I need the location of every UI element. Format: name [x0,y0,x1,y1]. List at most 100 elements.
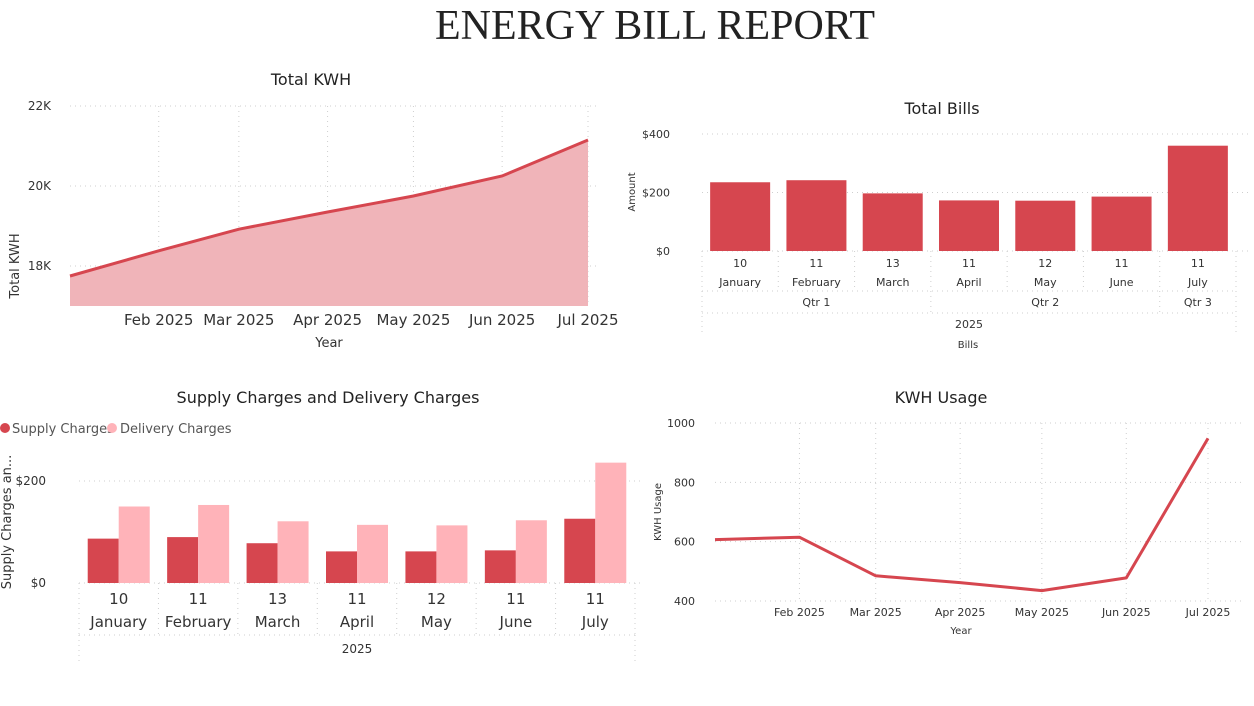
x-tick-day: 11 [809,257,823,270]
x-tick-label: April [956,276,981,289]
bar [277,521,309,583]
bar [436,525,468,583]
x-tick-day: 13 [268,590,287,608]
x-tick-day: 11 [347,590,366,608]
x-tick-day: 12 [427,590,446,608]
x-tick-day: 11 [506,590,525,608]
x-tick-day: 11 [1191,257,1205,270]
bar [786,180,847,251]
x-tick-label: June [499,613,533,631]
chart-title: Total KWH [270,70,351,89]
x-tick-label: February [792,276,841,289]
bar [710,182,771,251]
y-tick-label: 18K [28,259,52,273]
y-tick-label: $400 [642,128,670,141]
page-title: ENERGY BILL REPORT [434,3,875,49]
x-tick-label: Feb 2025 [124,311,194,329]
total-kwh-chart: Total KWH 18K 20K 22K Feb 2025 Mar 2025 Apr 2… [8,70,619,351]
bar [198,504,230,583]
y-tick-label: 22K [28,99,52,113]
legend-label: Delivery Charges [120,422,232,437]
bar [1091,196,1152,251]
x-tick-label: Mar 2025 [203,311,274,329]
year-label: 2025 [342,642,373,656]
series-line [69,138,589,278]
bar [167,537,199,583]
x-tick-day: 12 [1038,257,1052,270]
x-tick-label: Feb 2025 [774,606,825,619]
quarter-label: Qtr 3 [1184,296,1212,309]
y-axis-label: KWH Usage [653,483,664,541]
quarter-label: Qtr 1 [802,296,830,309]
bar [595,462,627,583]
x-axis-label: Bills [958,340,978,351]
bar [484,550,516,583]
y-axis-label: Supply Charges an... [0,455,15,590]
x-tick-label: January [89,613,147,631]
x-tick-label: May 2025 [1015,606,1069,619]
y-tick-label: $0 [31,576,46,590]
x-tick-label: January [718,276,761,289]
x-tick-label: June [1109,276,1134,289]
bar [1015,200,1076,251]
x-tick-day: 11 [962,257,976,270]
legend-swatch [107,423,117,433]
x-tick-label: May [421,613,452,631]
chart-title: Supply Charges and Delivery Charges [177,388,480,407]
bar [564,518,596,583]
y-tick-label: $200 [15,474,46,488]
bar [405,551,437,583]
x-tick-label: July [581,613,609,631]
bar [1167,145,1228,251]
x-axis-label: Year [314,336,343,351]
x-tick-label: March [876,276,910,289]
x-tick-label: April [340,613,374,631]
bar [862,193,923,251]
y-tick-label: 600 [674,536,695,549]
x-tick-label: May [1034,276,1057,289]
x-tick-day: 10 [733,257,747,270]
y-axis-label: Amount [627,172,638,211]
x-tick-label: March [255,613,301,631]
x-tick-day: 13 [886,257,900,270]
x-tick-label: Mar 2025 [850,606,902,619]
x-tick-day: 11 [189,590,208,608]
y-axis-label: Total KWH [8,233,23,299]
y-tick-label: 400 [674,595,695,608]
x-tick-day: 11 [586,590,605,608]
quarter-label: Qtr 2 [1031,296,1059,309]
series-line [714,437,1210,593]
x-tick-label: February [165,613,232,631]
x-tick-label: May 2025 [376,311,450,329]
x-tick-label: Jun 2025 [468,311,535,329]
supply-delivery-chart: Supply Charges and Delivery Charges Supp… [0,388,640,662]
x-tick-label: Jul 2025 [556,311,618,329]
year-label: 2025 [955,318,983,331]
chart-title: Total Bills [903,99,979,118]
y-tick-label: $200 [642,187,670,200]
x-tick-day: 11 [1115,257,1129,270]
total-bills-chart: Total Bills $0 $200 $400 10 January 11 Februar… [627,99,1252,351]
x-tick-label: July [1187,276,1208,289]
x-tick-label: Apr 2025 [935,606,986,619]
x-tick-label: Apr 2025 [293,311,362,329]
legend-label: Supply Charges [12,422,114,437]
area-fill [70,140,588,306]
bar [939,200,999,251]
kwh-usage-chart: KWH Usage 400 600 800 1000 Feb 2025 Mar 2025 A… [653,388,1245,637]
x-tick-label: Jul 2025 [1185,606,1231,619]
y-tick-label: 1000 [667,417,695,430]
y-tick-label: 800 [674,476,695,489]
y-tick-label: $0 [656,245,670,258]
bar [118,506,150,583]
bar [87,538,119,583]
x-axis-label: Year [949,626,972,637]
bar [246,543,278,583]
bar [326,551,357,583]
y-tick-label: 20K [28,179,52,193]
bar [357,524,388,583]
x-tick-label: Jun 2025 [1101,606,1151,619]
x-tick-day: 10 [109,590,128,608]
legend-swatch [0,423,10,433]
bar [515,520,547,583]
